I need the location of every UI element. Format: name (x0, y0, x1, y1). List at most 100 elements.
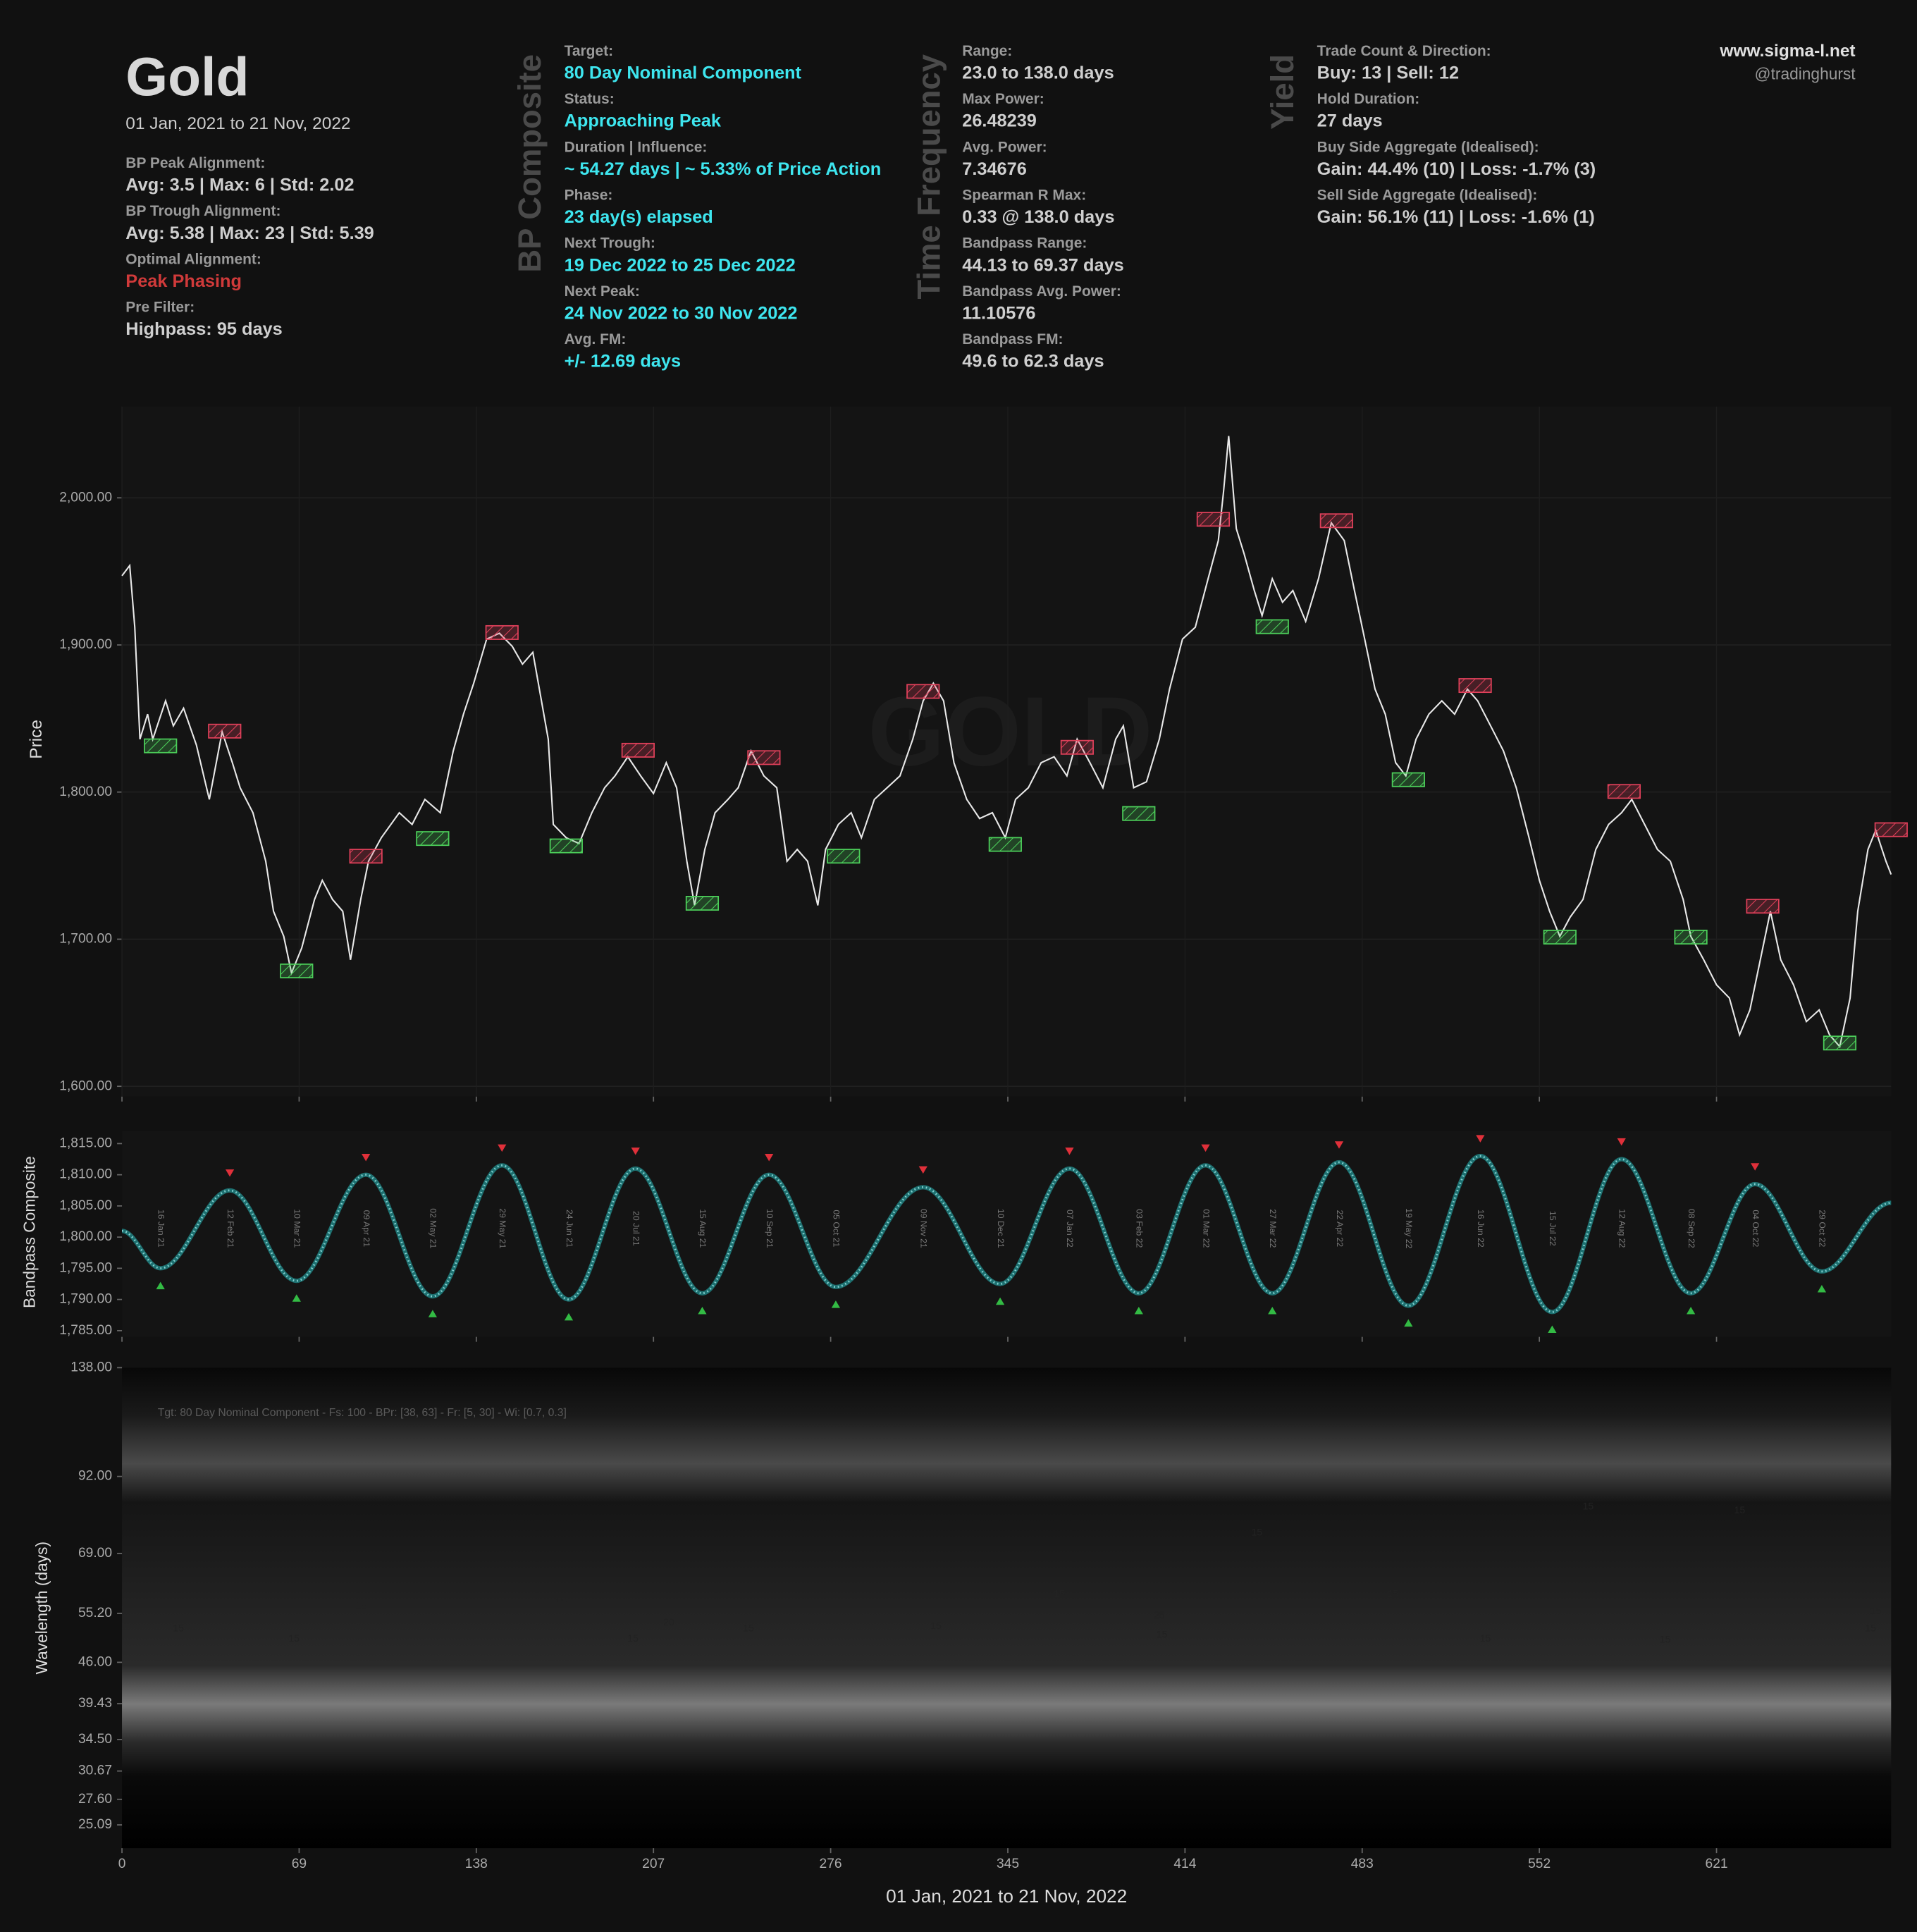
x-tick-label: 483 (1351, 1857, 1374, 1871)
trough-marker (280, 964, 314, 978)
y-tick-label: 30.67 (78, 1764, 112, 1778)
trough-triangle (1404, 1319, 1413, 1327)
contour-label: 15 (1157, 1629, 1168, 1640)
y-tick-label: 1,810.00 (59, 1167, 112, 1182)
panel-label: Avg. Power: (962, 139, 1047, 155)
x-tick-label: 0 (118, 1857, 126, 1871)
cycle-date-label: 10 Dec 21 (996, 1209, 1006, 1248)
y-tick-label: 1,800.00 (59, 785, 112, 799)
peak-triangle (1617, 1138, 1626, 1146)
y-tick-label: 92.00 (78, 1469, 112, 1484)
panel-label: Range: (962, 43, 1012, 59)
peak-marker (1319, 513, 1353, 529)
panel-value: Gain: 56.1% (11) | Loss: -1.6% (1) (1317, 207, 1595, 227)
trough-triangle (156, 1281, 165, 1290)
panel-value: 23.0 to 138.0 days (962, 63, 1114, 83)
trough-marker (1823, 1035, 1857, 1051)
peak-marker (621, 742, 655, 758)
panel-value: Highpass: 95 days (125, 319, 282, 339)
trough-marker (416, 831, 450, 847)
trough-marker (144, 738, 178, 753)
contour-label: 15 (1870, 1605, 1882, 1616)
peak-triangle (362, 1153, 371, 1162)
panel-value: Avg: 3.5 | Max: 6 | Std: 2.02 (125, 176, 354, 195)
trough-triangle (831, 1300, 841, 1308)
contour-label: 15 (1480, 1632, 1491, 1644)
y-tick-label: 1,790.00 (59, 1292, 112, 1307)
cycle-date-label: 16 Jan 21 (156, 1210, 166, 1248)
trough-marker (827, 849, 861, 864)
cycle-date-label: 12 Aug 22 (1617, 1209, 1627, 1248)
trough-triangle (1134, 1306, 1143, 1315)
cycle-date-label: 08 Sep 22 (1687, 1209, 1696, 1248)
x-tick-label: 69 (292, 1857, 307, 1871)
panel-label: Optimal Alignment: (125, 251, 261, 267)
y-tick-label: 55.20 (78, 1606, 112, 1620)
cycle-date-label: 09 Nov 21 (919, 1209, 929, 1248)
handle: @tradinghurst (1755, 65, 1856, 83)
y-tick-label: 1,700.00 (59, 932, 112, 947)
trough-marker (1543, 930, 1577, 945)
peak-marker (1607, 784, 1641, 799)
y-tick-label: 1,795.00 (59, 1260, 112, 1275)
panel-value: ~ 54.27 days | ~ 5.33% of Price Action (565, 159, 882, 179)
x-tick-label: 621 (1706, 1857, 1728, 1871)
panel-heading: Time Frequency (911, 54, 947, 299)
x-tick-label: 345 (997, 1857, 1019, 1871)
panel-label: Pre Filter: (125, 300, 195, 316)
peak-triangle (1334, 1141, 1344, 1149)
panel-label: Sell Side Aggregate (Idealised): (1317, 187, 1538, 203)
contour-label: 15 (1054, 1587, 1065, 1599)
panel-value: Approaching Peak (565, 111, 722, 131)
y-axis-label: Wavelength (days) (32, 1542, 51, 1675)
peak-marker (485, 624, 519, 640)
cycle-date-label: 16 Jun 22 (1476, 1210, 1486, 1248)
trough-marker (685, 896, 720, 911)
annotation: Tgt: 80 Day Nominal Component - Fs: 100 … (158, 1407, 567, 1419)
peak-triangle (765, 1153, 774, 1162)
y-axis-label: Bandpass Composite (20, 1156, 39, 1308)
plot-area (122, 406, 1892, 1097)
x-tick-label: 276 (820, 1857, 842, 1871)
y-tick-label: 25.09 (78, 1817, 112, 1832)
peak-triangle (631, 1147, 640, 1155)
panel-value: Avg: 5.38 | Max: 23 | Std: 5.39 (125, 223, 374, 243)
y-tick-label: 2,000.00 (59, 490, 112, 505)
panel-value: 49.6 to 62.3 days (962, 352, 1104, 371)
cycle-date-label: 29 May 21 (498, 1208, 507, 1248)
trough-marker (1674, 930, 1708, 945)
panel-label: Avg. FM: (565, 331, 627, 347)
x-tick-label: 207 (642, 1857, 665, 1871)
y-tick-label: 34.50 (78, 1732, 112, 1747)
peak-marker (1874, 822, 1908, 837)
cycle-date-label: 15 Jul 22 (1548, 1211, 1558, 1246)
panel-label: Next Trough: (565, 235, 655, 252)
contour-label: 15 (930, 1620, 942, 1631)
panel-label: Bandpass Avg. Power: (962, 283, 1121, 300)
date-range: 01 Jan, 2021 to 21 Nov, 2022 (125, 114, 350, 133)
y-tick-label: 46.00 (78, 1654, 112, 1669)
cycle-date-label: 24 Jun 21 (565, 1210, 574, 1248)
trough-triangle (995, 1297, 1005, 1305)
panel-value: 44.13 to 69.37 days (962, 255, 1124, 275)
contour-label: 15 (1660, 1633, 1671, 1644)
peak-marker (1196, 512, 1231, 527)
trough-triangle (428, 1310, 438, 1317)
panel-value: 0.33 @ 138.0 days (962, 207, 1114, 227)
trough-triangle (698, 1306, 707, 1315)
cycle-date-label: 10 Mar 21 (292, 1209, 302, 1248)
contour-label: 15 (1734, 1504, 1746, 1515)
peak-triangle (1751, 1163, 1760, 1171)
contour-label: 15 (288, 1632, 300, 1644)
panel-value: Gain: 44.4% (10) | Loss: -1.7% (3) (1317, 159, 1596, 179)
x-tick-label: 138 (465, 1857, 488, 1871)
spectrogram-bg (122, 1367, 1892, 1849)
panel-label: Bandpass Range: (962, 235, 1087, 252)
cycle-date-label: 10 Sep 21 (765, 1209, 775, 1248)
contour-label: 15 (627, 1632, 639, 1644)
x-axis-label: 01 Jan, 2021 to 21 Nov, 2022 (886, 1885, 1127, 1907)
peak-triangle (1065, 1147, 1074, 1155)
peak-triangle (918, 1166, 927, 1174)
cycle-date-label: 02 May 21 (429, 1208, 438, 1248)
